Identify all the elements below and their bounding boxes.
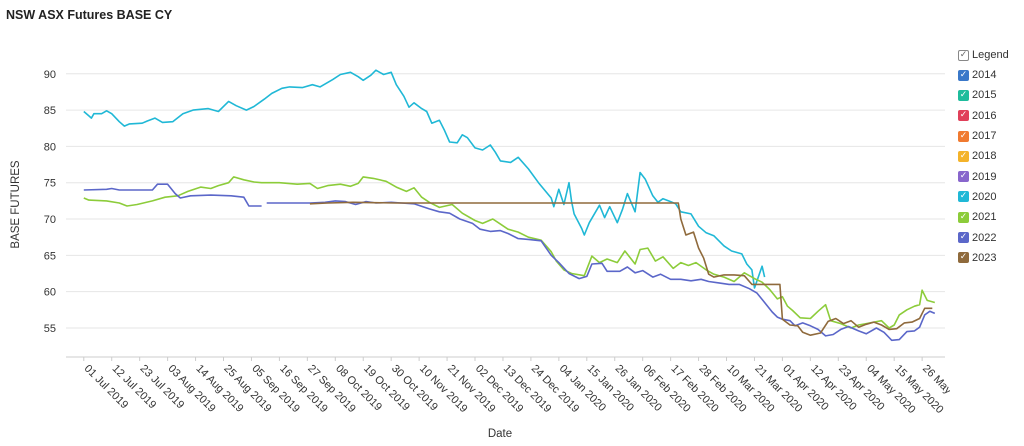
legend-item-2015[interactable]: ✓ 2015 — [958, 85, 1024, 105]
legend-item-label: 2017 — [972, 130, 997, 143]
x-axis-title: Date — [488, 428, 512, 440]
legend-item-2017[interactable]: ✓ 2017 — [958, 126, 1024, 146]
legend-item-2019[interactable]: ✓ 2019 — [958, 166, 1024, 186]
series-line-2020 — [83, 69, 766, 289]
checkbox-icon[interactable]: ✓ — [958, 150, 969, 162]
legend-item-label: 2018 — [972, 150, 997, 163]
legend-item-label: 2022 — [972, 231, 997, 244]
series-line-2023 — [309, 201, 933, 336]
legend-toggle-all-icon[interactable]: ✓ — [958, 49, 969, 61]
y-tick-label: 80 — [44, 141, 56, 153]
y-tick-label: 60 — [44, 287, 56, 299]
legend-item-2023[interactable]: ✓ 2023 — [958, 248, 1024, 268]
y-tick-label: 55 — [44, 323, 56, 335]
legend-item-label: 2014 — [972, 69, 997, 82]
series-line-2022 — [83, 183, 936, 342]
legend-item-2020[interactable]: ✓ 2020 — [958, 187, 1024, 207]
legend-item-label: 2019 — [972, 170, 997, 183]
y-tick-label: 70 — [44, 214, 56, 226]
y-tick-label: 75 — [44, 178, 56, 190]
y-tick-label: 90 — [44, 69, 56, 81]
y-tick-label: 85 — [44, 105, 56, 117]
legend-item-label: 2023 — [972, 251, 997, 264]
checkbox-icon[interactable]: ✓ — [958, 252, 969, 264]
checkbox-icon[interactable]: ✓ — [958, 171, 969, 183]
chart-title: NSW ASX Futures BASE CY — [6, 8, 173, 22]
legend-item-label: 2015 — [972, 89, 997, 102]
legend-item-2021[interactable]: ✓ 2021 — [958, 207, 1024, 227]
y-tick-label: 65 — [44, 250, 56, 262]
checkbox-icon[interactable]: ✓ — [958, 232, 969, 244]
legend-item-2014[interactable]: ✓ 2014 — [958, 65, 1024, 85]
checkbox-icon[interactable]: ✓ — [958, 89, 969, 101]
y-axis-title: BASE FUTURES — [10, 160, 22, 249]
legend-item-2022[interactable]: ✓ 2022 — [958, 227, 1024, 247]
legend-header[interactable]: ✓ Legend — [958, 45, 1024, 65]
legend-item-2016[interactable]: ✓ 2016 — [958, 106, 1024, 126]
checkbox-icon[interactable]: ✓ — [958, 211, 969, 223]
legend-item-2018[interactable]: ✓ 2018 — [958, 146, 1024, 166]
legend-title: Legend — [972, 49, 1009, 61]
series-line-2021 — [83, 176, 936, 329]
legend-item-label: 2016 — [972, 109, 997, 122]
checkbox-icon[interactable]: ✓ — [958, 110, 969, 122]
legend-item-label: 2020 — [972, 190, 997, 203]
checkbox-icon[interactable]: ✓ — [958, 69, 969, 81]
legend-item-label: 2021 — [972, 211, 997, 224]
checkbox-icon[interactable]: ✓ — [958, 130, 969, 142]
checkbox-icon[interactable]: ✓ — [958, 191, 969, 203]
legend: ✓ Legend ✓ 2014 ✓ 2015 ✓ 2016 ✓ 2017 ✓ 2018 ✓ 2019 ✓… — [958, 45, 1024, 268]
